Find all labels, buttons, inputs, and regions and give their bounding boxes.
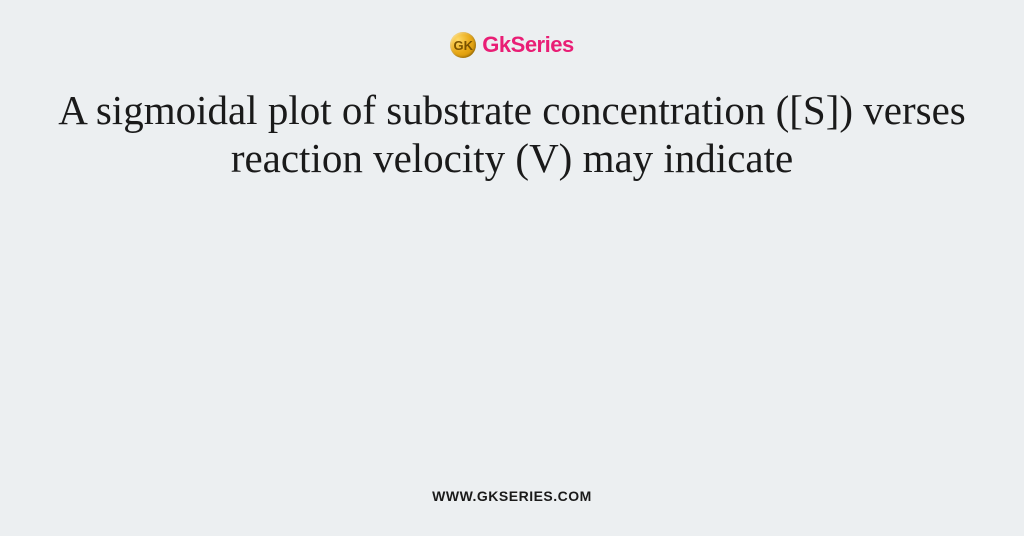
logo-text: GkSeries xyxy=(482,32,573,58)
logo-brand-series: Series xyxy=(511,32,574,57)
logo-icon-text: GK xyxy=(454,38,474,53)
logo-icon: GK xyxy=(450,32,476,58)
main-heading: A sigmoidal plot of substrate concentra­… xyxy=(0,58,1024,183)
logo-brand-gk: Gk xyxy=(482,32,510,57)
logo-container: GK GkSeries xyxy=(0,0,1024,58)
footer-url: WWW.GKSERIES.COM xyxy=(0,488,1024,504)
